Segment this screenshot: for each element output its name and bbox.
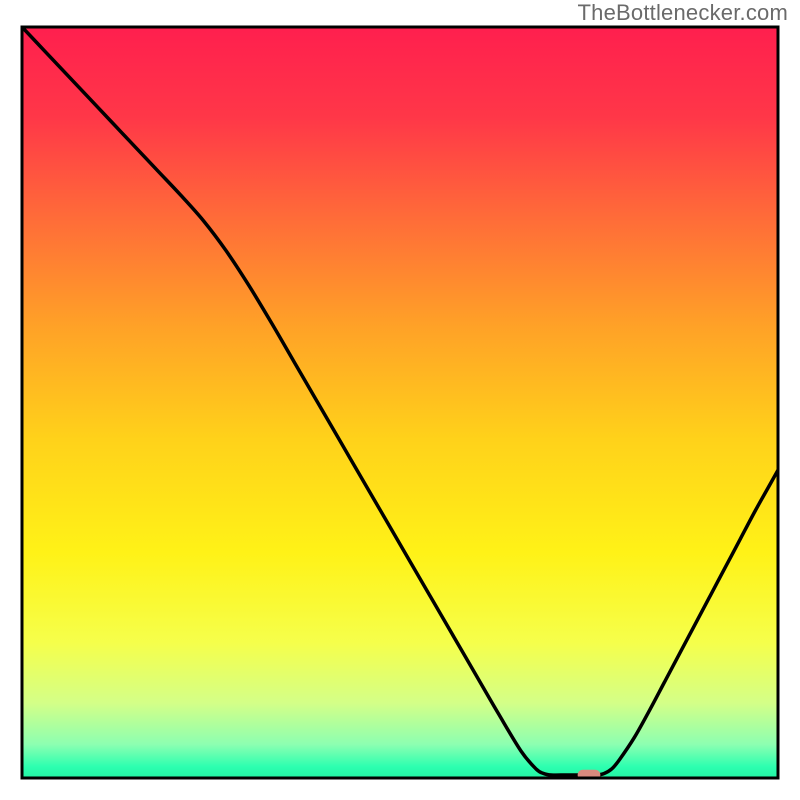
gradient-background xyxy=(22,27,778,778)
chart-container: TheBottlenecker.com xyxy=(0,0,800,800)
watermark-text: TheBottlenecker.com xyxy=(578,0,788,26)
plot-area xyxy=(22,27,778,780)
bottleneck-chart xyxy=(0,0,800,800)
